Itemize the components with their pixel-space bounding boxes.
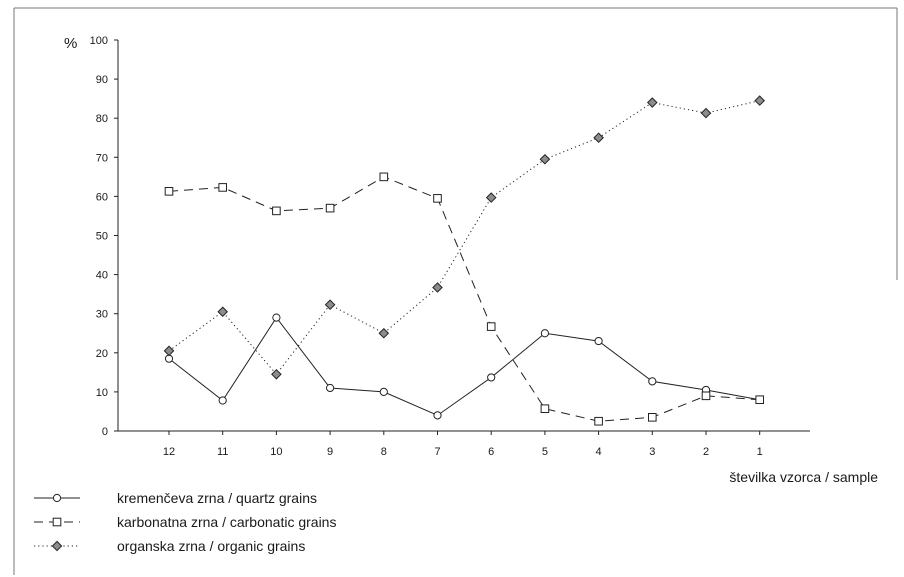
y-tick-label: 90 — [96, 74, 108, 86]
series-2-line — [168, 100, 760, 376]
series-0-point — [433, 411, 442, 420]
series-1-point — [164, 187, 174, 196]
x-tick-label: 8 — [381, 446, 387, 458]
series-1-point — [379, 172, 389, 182]
legend: kremenčeva zrna / quartz grains karbonatn… — [34, 490, 336, 554]
series-2-point — [378, 327, 390, 339]
y-axis-label: % — [64, 35, 77, 52]
x-tick-label: 12 — [163, 446, 175, 458]
series-2-point — [485, 192, 497, 203]
series-1-point — [540, 404, 550, 414]
x-tick-label: 10 — [270, 446, 282, 458]
series-1-point — [272, 206, 281, 216]
y-tick-label: 50 — [96, 231, 108, 243]
x-tick-label: 6 — [488, 446, 494, 458]
series-1-point — [594, 416, 603, 426]
series-1-point — [701, 391, 711, 401]
series-2-point — [51, 540, 63, 552]
series-2-point — [593, 132, 604, 144]
y-tick-label: 100 — [90, 35, 108, 47]
y-tick-label: 70 — [96, 152, 108, 164]
x-axis-label: številka vzorca / sample — [729, 469, 878, 485]
series-0-point — [326, 383, 335, 393]
legend-item: kremenčeva zrna / quartz grains — [34, 490, 317, 506]
y-tick-label: 30 — [96, 309, 108, 321]
x-tick-label: 7 — [434, 446, 440, 458]
legend-label: organska zrna / organic grains — [117, 538, 305, 554]
series-1-point — [755, 395, 765, 405]
series-1-point — [433, 194, 442, 203]
x-tick-label: 9 — [327, 446, 333, 458]
series-1-point — [218, 183, 227, 192]
legend-label: karbonatna zrna / carbonatic grains — [117, 514, 336, 530]
x-tick-label: 5 — [542, 446, 548, 458]
x-tick-label: 3 — [649, 446, 655, 458]
series-2-point — [271, 368, 282, 380]
series-2-point — [217, 306, 229, 318]
series-2-point — [754, 95, 766, 106]
legend-item: organska zrna / organic grains — [34, 538, 305, 554]
series-0-point — [487, 373, 496, 382]
axes: 0 10 20 30 40 50 60 70 80 90 100 12 11 10 9 8 7 6 5 4 3 2 1 — [90, 35, 810, 458]
series-2 — [163, 95, 766, 380]
series-1-point — [648, 413, 657, 422]
x-tick-label: 2 — [703, 446, 709, 458]
series-0 — [164, 313, 764, 420]
series-2-point — [646, 97, 658, 108]
series-0-point — [52, 493, 62, 503]
series-0-point — [218, 396, 227, 405]
legend-item: karbonatna zrna / carbonatic grains — [34, 514, 336, 530]
y-tick-label: 80 — [96, 113, 108, 125]
x-tick-label: 1 — [757, 446, 763, 458]
y-tick-label: 40 — [96, 270, 108, 282]
series-2-point — [700, 107, 712, 119]
y-tick-label: 60 — [96, 191, 108, 203]
series-0-point — [540, 329, 550, 338]
series-0-point — [272, 313, 281, 322]
series-0-point — [648, 377, 657, 386]
series-layer — [163, 95, 766, 426]
x-tick-label: 11 — [217, 446, 228, 458]
series-0-line — [168, 316, 760, 416]
series-1-point — [52, 517, 62, 527]
series-2-point — [324, 299, 336, 311]
series-1-point — [486, 322, 496, 331]
legend-label: kremenčeva zrna / quartz grains — [117, 490, 317, 506]
series-1-point — [325, 203, 335, 213]
series-2-point — [539, 153, 551, 165]
series-0-point — [594, 336, 603, 346]
y-tick-label: 0 — [102, 426, 108, 438]
series-2-point — [163, 345, 175, 357]
series-2-point — [432, 282, 443, 293]
x-tick-label: 4 — [596, 446, 602, 458]
y-tick-label: 20 — [96, 348, 108, 360]
series-1 — [164, 172, 765, 426]
y-tick-label: 10 — [96, 387, 108, 399]
series-0-point — [379, 387, 388, 396]
